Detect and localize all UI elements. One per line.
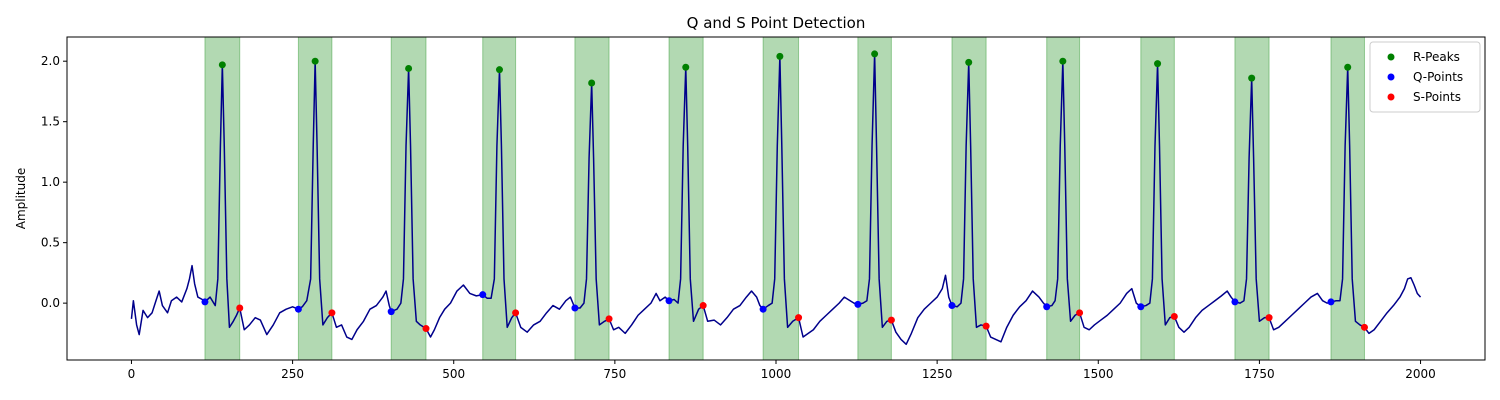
- s-point: [982, 322, 990, 330]
- legend-box: [1369, 41, 1481, 113]
- r-peak: [588, 79, 596, 87]
- r-peak: [776, 52, 784, 60]
- q-point: [1327, 298, 1335, 306]
- s-point: [512, 309, 520, 317]
- r-peak: [1248, 74, 1256, 82]
- q-point: [665, 297, 673, 305]
- r-peak: [871, 50, 879, 58]
- detected-points: [201, 50, 1368, 333]
- x-axis-ticks: 0 250 500 750 1000 1250 1500 1750 2000: [128, 360, 1436, 381]
- q-point: [294, 305, 302, 313]
- r-peak: [1344, 63, 1352, 71]
- r-peak: [311, 57, 319, 65]
- y-tick-label: 0.0: [41, 296, 60, 310]
- ecg-signal-line: [130, 53, 1422, 346]
- x-tick-label: 250: [281, 367, 304, 381]
- x-tick-label: 1250: [922, 367, 953, 381]
- r-peak: [965, 58, 973, 66]
- y-tick-label: 0.5: [41, 236, 60, 250]
- q-point: [1231, 298, 1239, 306]
- q-point: [1137, 303, 1145, 311]
- y-tick-label: 1.0: [41, 175, 60, 189]
- y-axis-title: Amplitude: [14, 168, 28, 230]
- y-tick-label: 1.5: [41, 115, 60, 129]
- s-point: [1360, 323, 1368, 331]
- s-point: [328, 309, 336, 317]
- x-tick-label: 1750: [1244, 367, 1275, 381]
- q-point: [201, 298, 209, 306]
- x-tick-label: 1500: [1083, 367, 1114, 381]
- s-point: [1170, 312, 1178, 320]
- legend-label-r-peaks: R-Peaks: [1413, 50, 1460, 64]
- legend-label-q-points: Q-Points: [1413, 70, 1463, 84]
- y-tick-label: 2.0: [41, 54, 60, 68]
- x-tick-label: 750: [603, 367, 626, 381]
- r-peak: [682, 63, 690, 71]
- legend: R-Peaks Q-Points S-Points: [1369, 41, 1481, 113]
- s-point: [422, 325, 430, 333]
- x-tick-label: 500: [442, 367, 465, 381]
- legend-marker-s-points: [1387, 93, 1395, 101]
- r-peak: [218, 61, 226, 69]
- s-point: [605, 315, 613, 323]
- plot-area: [130, 36, 1422, 361]
- r-peak: [405, 64, 413, 72]
- legend-marker-r-peaks: [1387, 53, 1395, 61]
- q-point: [479, 291, 487, 299]
- q-point: [387, 308, 395, 316]
- legend-label-s-points: S-Points: [1413, 90, 1461, 104]
- q-point: [948, 302, 956, 310]
- legend-marker-q-points: [1387, 73, 1395, 81]
- q-point: [759, 305, 767, 313]
- x-tick-label: 1000: [761, 367, 792, 381]
- signal-line-layer: [130, 53, 1422, 346]
- q-point: [1043, 303, 1051, 311]
- s-point: [1265, 314, 1273, 322]
- chart-title: Q and S Point Detection: [687, 14, 866, 32]
- s-point: [1076, 309, 1084, 317]
- r-peak: [1059, 57, 1067, 65]
- qrs-region: [857, 36, 892, 361]
- r-peak: [1154, 60, 1162, 68]
- y-axis-ticks: 0.0 0.5 1.0 1.5 2.0: [41, 54, 67, 310]
- s-point: [699, 302, 707, 310]
- x-tick-label: 0: [128, 367, 136, 381]
- s-point: [887, 316, 895, 324]
- s-point: [795, 314, 803, 322]
- q-point: [854, 300, 862, 308]
- r-peak: [495, 66, 503, 74]
- q-point: [571, 304, 579, 312]
- x-tick-label: 2000: [1405, 367, 1436, 381]
- s-point: [236, 304, 244, 312]
